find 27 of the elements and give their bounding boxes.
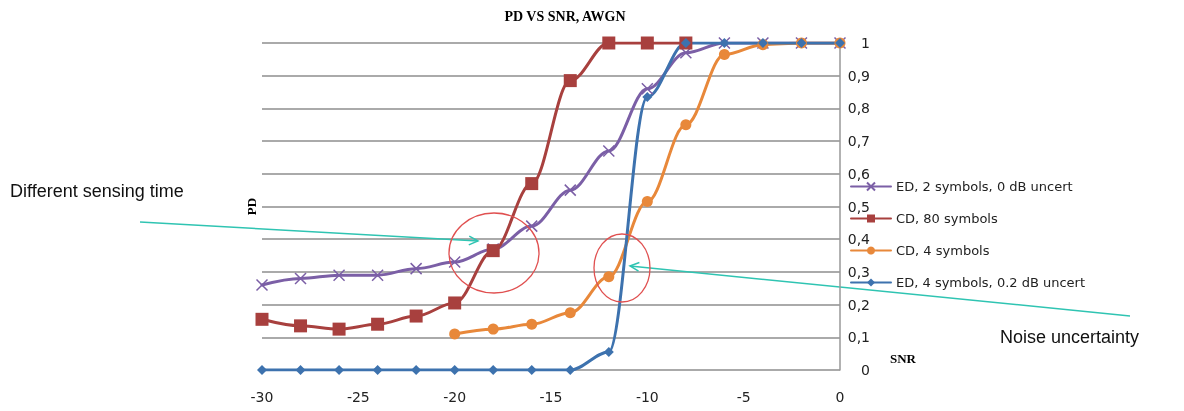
- y-tick-label: 0,3: [847, 263, 870, 280]
- y-tick-label: 0,5: [847, 198, 870, 215]
- x-tick-label: -30: [250, 389, 274, 405]
- y-tick-label: 0,7: [847, 133, 870, 150]
- x-tick-label: -20: [443, 389, 467, 405]
- legend-label: ED, 2 symbols, 0 dB uncert: [896, 179, 1073, 194]
- y-tick-label: 0,8: [847, 100, 870, 117]
- y-tick-label: 0,9: [847, 67, 870, 84]
- legend-label: CD, 80 symbols: [896, 211, 998, 226]
- y-tick-label: 0: [861, 362, 870, 378]
- x-tick-label: -10: [635, 389, 659, 405]
- x-tick-label: -25: [346, 389, 370, 405]
- y-tick-label: 1: [861, 35, 870, 51]
- text: Noise uncertainty: [1000, 327, 1140, 347]
- y-axis-title: PD: [244, 197, 259, 216]
- y-tick-label: 0,4: [847, 231, 871, 248]
- x-tick-label: -15: [539, 389, 563, 405]
- x-tick-label: -5: [736, 389, 751, 405]
- legend-label: ED, 4 symbols, 0.2 dB uncert: [896, 275, 1086, 290]
- text: Different sensing time: [10, 181, 184, 201]
- y-tick-label: 0,2: [847, 296, 870, 313]
- y-tick-label: 0,6: [847, 165, 871, 182]
- chart-title: PD VS SNR, AWGN: [504, 8, 626, 24]
- legend-label: CD, 4 symbols: [896, 243, 990, 258]
- x-tick-label: 0: [835, 389, 845, 405]
- x-axis-title: SNR: [890, 351, 917, 366]
- y-tick-label: 0,1: [847, 329, 870, 346]
